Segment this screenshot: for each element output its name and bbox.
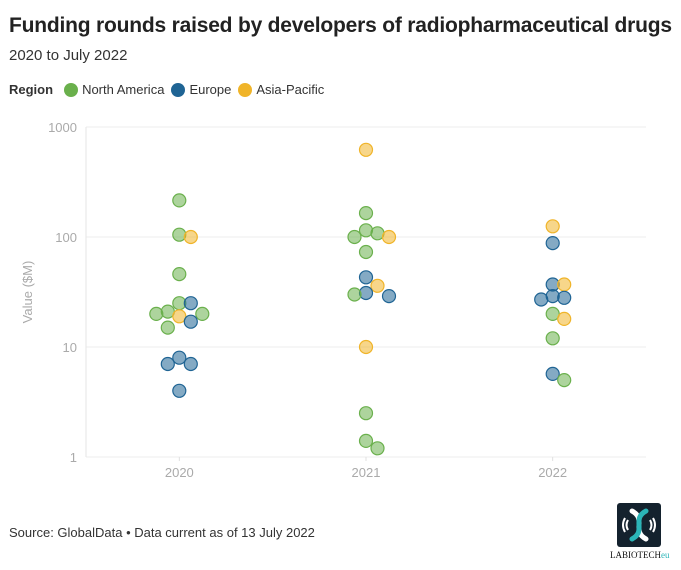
data-point-europe[interactable]: Europe 2020: $17M [183,314,198,329]
data-point-north-america[interactable]: North America 2020: $46M [172,267,187,282]
data-point-asia-pacific[interactable]: Asia-Pacific 2021: $100M [381,229,397,245]
x-tick-label: 2022 [538,465,567,480]
legend-swatch-north-america [64,82,79,97]
legend-item-north-america[interactable]: North America [64,82,164,97]
y-tick-label: 100 [55,230,77,245]
data-point-asia-pacific[interactable]: Asia-Pacific 2022: $18M [557,311,572,326]
data-point-europe[interactable]: Europe 2020: $7M [160,356,175,372]
data-point-north-america[interactable]: North America 2020: $215M [172,193,187,208]
legend-label: Region [9,82,54,97]
data-point-asia-pacific[interactable]: Asia-Pacific 2020: $100M [183,229,198,245]
data-point-asia-pacific[interactable]: Asia-Pacific 2021: $36M [370,278,385,293]
data-point-asia-pacific[interactable]: Asia-Pacific 2020: $19M [172,309,187,324]
legend-item-europe[interactable]: Europe [171,82,231,97]
logo-mark [617,503,661,547]
data-point-north-america[interactable]: North America 2022: $12M [545,331,560,346]
data-point-europe[interactable]: Europe 2021: $43M [358,270,374,285]
y-tick-label: 10 [63,340,77,355]
data-point-europe[interactable]: Europe 2022: $27M [534,292,549,307]
legend-item-label: Asia-Pacific [256,82,325,97]
legend-item-label: North America [82,82,165,97]
data-point-europe[interactable]: Europe 2020: $4M [172,383,187,398]
source-note: Source: GlobalData • Data current as of … [9,525,315,540]
data-point-north-america[interactable]: North America 2022: $5M [557,373,572,388]
chart-title: Funding rounds raised by developers of r… [9,14,672,37]
data-point-north-america[interactable]: North America 2021: $165M [358,206,374,221]
data-points: Asia-Pacific 2021: $620M North America 20… [149,142,572,456]
data-point-north-america[interactable]: North America 2021: $1.2M [370,441,385,456]
data-point-north-america[interactable]: North America 2020: $20M [149,306,164,321]
data-point-north-america[interactable]: North America 2021: $115M [358,223,374,238]
data-point-europe[interactable]: Europe 2020: $8M [172,350,187,365]
legend: Region North America Europe Asia-Pacific [9,82,331,97]
data-point-north-america[interactable]: North America 2021: $2.5M [358,406,374,421]
data-point-north-america[interactable]: North America 2020: $20M [195,306,210,321]
logo-text: LABIOTECHeu [610,550,670,560]
data-point-europe[interactable]: Europe 2022: $88M [545,236,560,251]
y-tick-label: 1 [70,450,77,465]
data-point-asia-pacific[interactable]: Asia-Pacific 2021: $620M [358,142,374,157]
data-point-europe[interactable]: Europe 2020: $7M [183,356,198,372]
data-point-europe[interactable]: Europe 2022: $5.7M [545,366,560,381]
data-point-asia-pacific[interactable]: Asia-Pacific 2021: $10M [358,339,374,355]
labiotech-logo: LABIOTECHeu [610,503,680,565]
data-point-north-america[interactable]: North America 2021: $1.4M [358,433,374,448]
x-tick-label: 2021 [352,465,381,480]
data-point-europe[interactable]: Europe 2021: $31M [358,285,374,301]
y-tick-label: 1000 [48,120,77,135]
data-point-north-america[interactable]: North America 2021: $73M [358,244,374,260]
x-tick-label: 2020 [165,465,194,480]
x-axis: 2020 2021 2022 [165,457,567,480]
y-axis-label: Value ($M) [20,261,35,324]
legend-item-label: Europe [189,82,232,97]
legend-swatch-europe [171,82,186,97]
data-point-europe[interactable]: Europe 2021: $29M [381,289,397,304]
logo-suffix: eu [661,550,670,560]
data-point-north-america[interactable]: North America 2020: $15M [160,320,175,335]
data-point-north-america[interactable]: North America 2021: $100M [347,229,362,245]
data-point-north-america[interactable]: North America 2021: $30M [347,287,362,302]
chart-subtitle: 2020 to July 2022 [9,47,128,64]
data-point-north-america[interactable]: North America 2020: $105M [172,227,187,242]
legend-item-asia-pacific[interactable]: Asia-Pacific [238,82,324,97]
legend-swatch-asia-pacific [238,82,253,97]
dna-icon [622,508,656,542]
data-point-asia-pacific[interactable]: Asia-Pacific 2022: $37M [557,277,572,292]
data-point-europe[interactable]: Europe 2020: $25M [183,296,198,311]
data-point-europe[interactable]: Europe 2022: $28M [557,290,572,305]
data-point-asia-pacific[interactable]: Asia-Pacific 2022: $125M [545,219,560,234]
scatter-chart: 1 10 100 1000 2020 2021 2022 Value ($M) Asia-… [20,120,646,480]
y-axis: 1 10 100 1000 [48,120,87,465]
logo-name: LABIOTECH [610,550,661,560]
